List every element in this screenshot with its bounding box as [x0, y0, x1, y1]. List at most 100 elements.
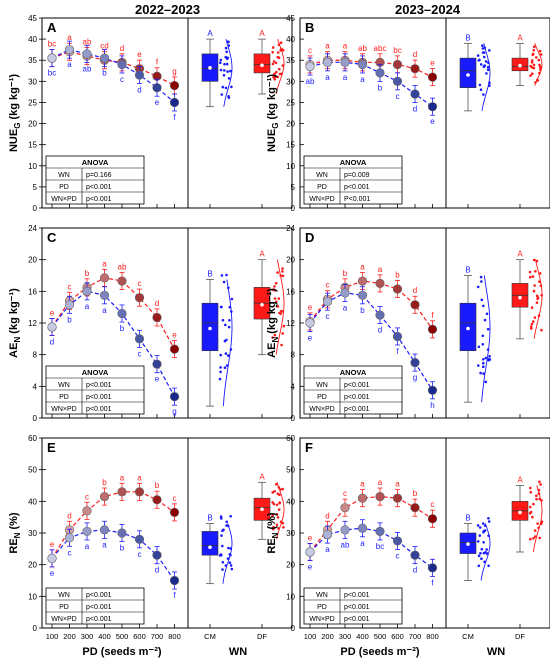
jitter-point-df: [275, 483, 278, 486]
sig-letter-df: d: [325, 511, 329, 520]
jitter-point-cm: [488, 358, 492, 361]
jitter-point-cm: [480, 298, 484, 302]
jitter-point-df: [530, 306, 534, 309]
anova-factor: WN×PD: [309, 616, 334, 623]
jitter-point-cm: [225, 524, 228, 527]
sig-letter-cm: e: [155, 98, 160, 107]
sig-letter-cm: ab: [83, 64, 92, 73]
jitter-point-df: [275, 523, 279, 527]
jitter-point-cm: [487, 61, 490, 64]
x-tick-label: 300: [339, 632, 352, 641]
jitter-point-cm: [480, 280, 483, 283]
x-tick-label: 400: [98, 632, 111, 641]
jitter-point-cm: [230, 310, 233, 313]
y-tick-label: 35: [28, 56, 37, 65]
anova-table: [303, 587, 403, 625]
jitter-point-cm: [488, 49, 491, 52]
jitter-point-df: [272, 60, 276, 63]
jitter-point-df: [532, 289, 536, 293]
sig-letter-df: e: [50, 308, 55, 317]
y-tick-label: 30: [286, 77, 295, 86]
jitter-point-cm: [226, 70, 229, 73]
jitter-point-cm: [482, 529, 486, 533]
box-cm: [201, 531, 219, 556]
panel-letter: B: [305, 20, 314, 35]
y-tick-label: 20: [286, 120, 295, 129]
box-mean-cm: [466, 326, 470, 331]
panel-frame: [41, 17, 293, 209]
data-point-df: [82, 506, 92, 516]
y-tick-label: 10: [28, 592, 37, 601]
x-tick-label: 100: [46, 632, 59, 641]
data-point-df: [117, 487, 127, 497]
data-point-df: [117, 276, 127, 286]
jitter-point-df: [278, 311, 281, 315]
sig-letter-cm: e: [155, 375, 160, 384]
sig-letter-cm: f: [173, 113, 176, 122]
sig-letter-df: c: [173, 494, 177, 503]
sig-letter-df: a: [395, 480, 400, 489]
panel-letter: C: [47, 230, 57, 245]
data-point-cm: [82, 526, 92, 537]
jitter-point-cm: [225, 50, 228, 54]
jitter-point-df: [274, 75, 277, 78]
y-tick-label: 20: [286, 561, 295, 570]
jitter-point-cm: [229, 69, 232, 73]
anova-factor: PD: [317, 604, 327, 611]
data-point-df: [375, 491, 385, 502]
sig-letter-df: b: [343, 269, 348, 278]
sig-letter-cm: d: [378, 326, 382, 335]
jitter-point-df: [536, 296, 540, 300]
y-axis-label: REN (%): [266, 512, 280, 554]
data-point-cm: [392, 76, 403, 86]
sig-letter-df: ab: [118, 262, 127, 271]
jitter-point-df: [279, 520, 283, 524]
jitter-point-df: [276, 75, 280, 79]
jitter-point-df: [281, 274, 285, 278]
jitter-point-df: [533, 316, 537, 319]
anova-p-value: p<0.001: [86, 184, 112, 191]
jitter-point-df: [271, 514, 274, 517]
data-point-df: [392, 493, 403, 503]
jitter-point-cm: [221, 85, 225, 89]
y-tick-label: 8: [291, 351, 296, 360]
data-point-cm: [392, 331, 403, 342]
anova-factor: WN×PD: [51, 406, 76, 413]
data-point-cm: [427, 385, 438, 395]
sig-letter-cm: d: [413, 566, 417, 575]
jitter-point-df: [531, 515, 534, 519]
jitter-point-df: [528, 270, 532, 274]
data-point-cm: [322, 297, 333, 307]
y-tick-label: 50: [28, 466, 37, 475]
y-tick-label: 40: [28, 497, 37, 506]
data-point-df: [152, 312, 162, 323]
jitter-point-df: [281, 487, 285, 491]
box-cm: [459, 57, 477, 88]
sig-letter-df: bc: [393, 46, 401, 55]
data-point-cm: [410, 550, 420, 560]
y-tick-label: 30: [286, 529, 295, 538]
sig-letter-df: e: [430, 59, 435, 68]
data-point-df: [357, 276, 368, 286]
jitter-point-cm: [223, 366, 227, 370]
jitter-point-cm: [229, 564, 233, 567]
jitter-point-df: [271, 527, 275, 531]
x-tick-label: 800: [426, 632, 439, 641]
jitter-point-df: [538, 71, 541, 75]
jitter-point-df: [532, 48, 536, 52]
data-point-df: [152, 495, 162, 505]
data-point-df: [169, 80, 180, 91]
x-tick-label: 500: [374, 632, 387, 641]
jitter-point-cm: [230, 85, 233, 89]
sig-letter-cm: a: [102, 540, 107, 549]
density-curve-cm: [222, 279, 233, 407]
y-tick-label: 25: [286, 98, 295, 107]
box-sig-letter-cm: A: [207, 29, 213, 38]
jitter-point-cm: [481, 51, 485, 54]
jitter-point-df: [530, 327, 533, 330]
sig-letter-df: g: [172, 67, 176, 76]
data-point-cm: [152, 550, 162, 560]
jitter-point-cm: [476, 524, 480, 527]
jitter-point-cm: [228, 319, 231, 322]
y-tick-label: 24: [28, 224, 37, 233]
